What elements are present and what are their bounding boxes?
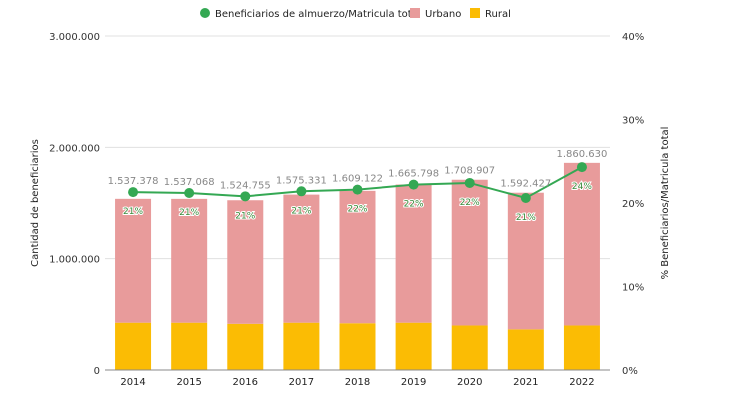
percent-label: 22% (460, 198, 480, 208)
total-label: 1.665.798 (388, 169, 439, 180)
y2-tick-label: 0% (622, 366, 638, 377)
y-tick-label: 1.000.000 (49, 255, 100, 266)
bar-rural (563, 325, 600, 370)
line-point (128, 187, 139, 198)
percent-label: 24% (572, 182, 592, 192)
x-tick-label: 2015 (176, 377, 201, 388)
line-point (240, 191, 251, 202)
bar-urbano (563, 162, 600, 326)
x-tick-label: 2020 (457, 377, 482, 388)
bar-rural (283, 322, 320, 370)
bar-urbano (339, 190, 376, 324)
bar-rural (451, 325, 488, 370)
bar-urbano (115, 198, 152, 323)
legend-marker-urbano (410, 8, 420, 18)
percent-label: 21% (291, 206, 311, 216)
x-tick-label: 2018 (345, 377, 370, 388)
total-label: 1.708.907 (444, 166, 495, 177)
bar-rural (171, 322, 208, 370)
y2-tick-label: 10% (622, 283, 644, 294)
y2-tick-label: 20% (622, 199, 644, 210)
bar-urbano (171, 198, 208, 323)
x-tick-label: 2019 (401, 377, 426, 388)
y-tick-label: 0 (94, 366, 100, 377)
y2-tick-label: 30% (622, 116, 644, 127)
total-label: 1.575.331 (276, 175, 327, 186)
percent-label: 22% (404, 200, 424, 210)
x-tick-label: 2021 (513, 377, 538, 388)
bar-rural (339, 323, 376, 370)
legend-label: Rural (485, 9, 511, 20)
percent-label: 21% (516, 213, 536, 223)
line-point (408, 179, 419, 190)
percent-label: 21% (123, 207, 143, 217)
legend-marker-line (200, 8, 210, 18)
total-label: 1.592.427 (500, 179, 551, 190)
total-label: 1.524.755 (220, 180, 271, 191)
line-point (296, 186, 307, 197)
legend-label: Urbano (425, 9, 461, 20)
y-axis-label: Cantidad de beneficiarios (30, 139, 41, 267)
bar-urbano (507, 192, 544, 330)
legend-marker-rural (470, 8, 480, 18)
x-tick-label: 2016 (233, 377, 258, 388)
y2-tick-label: 40% (622, 32, 644, 43)
line-point (352, 184, 363, 195)
line-point (576, 162, 587, 173)
line-point (464, 177, 475, 188)
bar-rural (507, 329, 544, 370)
bar-rural (115, 322, 152, 370)
total-label: 1.537.378 (108, 176, 159, 187)
percent-label: 22% (347, 205, 367, 215)
x-tick-label: 2014 (120, 377, 145, 388)
total-label: 1.860.630 (556, 149, 607, 160)
x-tick-label: 2022 (569, 377, 594, 388)
y2-axis-label: % Beneficiarios/Matricula total (660, 127, 671, 280)
bar-urbano (395, 184, 432, 323)
x-tick-label: 2017 (289, 377, 314, 388)
line-point (520, 192, 531, 203)
line-point (184, 187, 195, 198)
percent-label: 21% (235, 211, 255, 221)
bar-urbano (283, 194, 320, 323)
y-tick-label: 2.000.000 (49, 143, 100, 154)
total-label: 1.609.122 (332, 174, 383, 185)
y-tick-label: 3.000.000 (49, 32, 100, 43)
bar-rural (395, 322, 432, 370)
bar-urbano (227, 200, 264, 324)
total-label: 1.537.068 (164, 177, 215, 188)
bar-rural (227, 323, 264, 370)
bar-urbano (451, 179, 488, 326)
legend-label: Beneficiarios de almuerzo/Matricula tota… (215, 9, 421, 20)
percent-label: 21% (179, 208, 199, 218)
